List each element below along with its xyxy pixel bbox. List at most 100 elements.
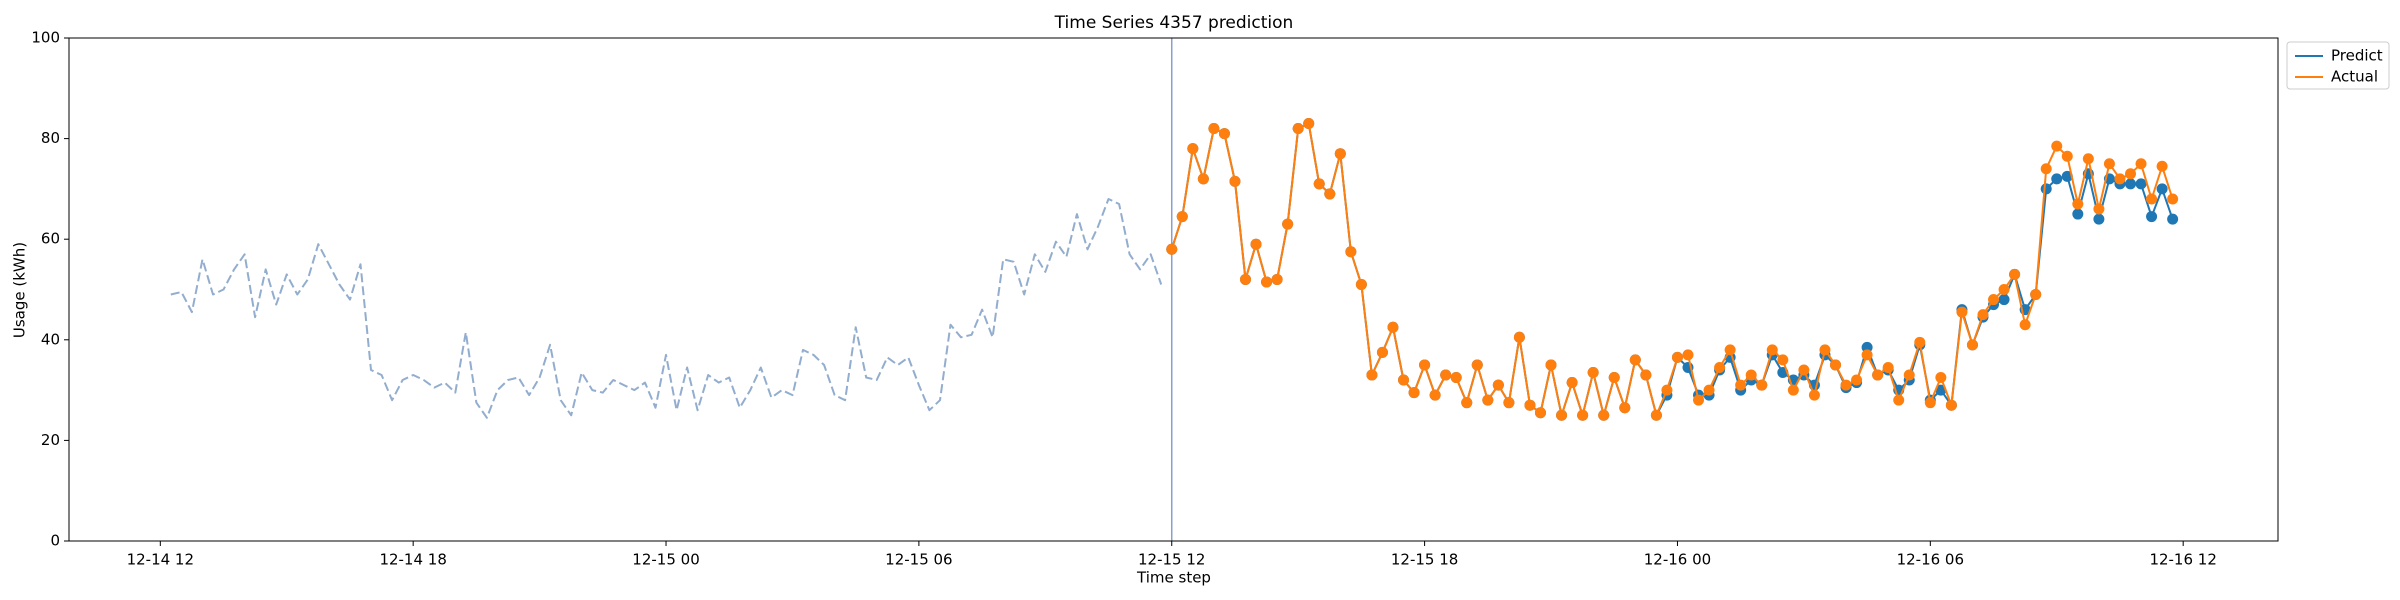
- series-marker: [1661, 384, 1673, 396]
- series-marker: [1693, 394, 1705, 406]
- series-marker: [1840, 379, 1852, 391]
- series-marker: [2040, 183, 2052, 195]
- x-tick-label: 12-14 18: [379, 551, 446, 569]
- y-tick-label: 40: [41, 330, 60, 348]
- chart-title: Time Series 4357 prediction: [1054, 13, 1294, 33]
- series-marker: [1924, 397, 1936, 409]
- series-marker: [1208, 123, 1220, 135]
- series-marker: [1492, 379, 1504, 391]
- series-marker: [1872, 369, 1884, 381]
- series-marker: [1608, 372, 1620, 384]
- series-marker: [1303, 118, 1315, 130]
- series-marker: [2124, 168, 2136, 180]
- y-tick-label: 60: [41, 230, 60, 248]
- series-marker: [1629, 354, 1641, 366]
- series-marker: [1798, 364, 1810, 376]
- series-marker: [1703, 384, 1715, 396]
- series-marker: [1745, 369, 1757, 381]
- series-marker: [1577, 409, 1589, 421]
- series-marker: [1345, 246, 1357, 258]
- series-marker: [1988, 294, 2000, 306]
- x-axis-label: Time step: [1136, 569, 1211, 587]
- series-marker: [1819, 344, 1831, 356]
- series-marker: [2103, 158, 2115, 170]
- series-marker: [1545, 359, 1557, 371]
- series-marker: [1187, 143, 1199, 155]
- series-marker: [2061, 150, 2073, 162]
- series-marker: [1450, 372, 1462, 384]
- series-marker: [1534, 407, 1546, 419]
- series-marker: [1956, 306, 1968, 318]
- series-marker: [1239, 273, 1251, 285]
- series-marker: [1229, 175, 1241, 187]
- series-marker: [1482, 394, 1494, 406]
- series-marker: [1366, 369, 1378, 381]
- series-marker: [1440, 369, 1452, 381]
- plot-frame: [68, 37, 2279, 542]
- series-marker: [2040, 163, 2052, 175]
- series-marker: [1671, 351, 1683, 363]
- x-tick-label: 12-16 00: [1644, 551, 1711, 569]
- series-marker: [1945, 399, 1957, 411]
- series-marker: [2114, 173, 2126, 185]
- series-marker: [1861, 349, 1873, 361]
- series-marker: [1650, 409, 1662, 421]
- y-axis-label: Usage (kWh): [11, 242, 29, 338]
- y-tick-label: 100: [31, 29, 60, 47]
- series-marker: [1714, 361, 1726, 373]
- series-marker: [2146, 211, 2158, 223]
- series-marker: [1777, 354, 1789, 366]
- series-marker: [2156, 160, 2168, 172]
- series-marker: [1640, 369, 1652, 381]
- legend-label: Actual: [2331, 68, 2378, 86]
- series-marker: [1324, 188, 1336, 200]
- legend: Predict Actual: [2286, 41, 2390, 90]
- series-marker: [1861, 341, 1873, 353]
- series-marker: [1387, 321, 1399, 333]
- series-marker: [1261, 276, 1273, 288]
- series-marker: [2124, 178, 2136, 190]
- series-marker: [1903, 369, 1915, 381]
- series-marker: [1808, 389, 1820, 401]
- series-marker: [1914, 336, 1926, 348]
- x-tick-label: 12-15 18: [1391, 551, 1458, 569]
- series-marker: [1429, 389, 1441, 401]
- series-marker: [1355, 278, 1367, 290]
- series-marker: [2156, 183, 2168, 195]
- series-marker: [1619, 402, 1631, 414]
- series-marker: [1271, 273, 1283, 285]
- series-marker: [1598, 409, 1610, 421]
- series-marker: [2167, 213, 2179, 225]
- y-tick-label: 0: [50, 532, 60, 550]
- series-marker: [1882, 361, 1894, 373]
- series-marker: [1566, 377, 1578, 389]
- series-marker: [2061, 170, 2073, 182]
- series-marker: [2082, 153, 2094, 165]
- x-tick-label: 12-15 06: [885, 551, 952, 569]
- series-marker: [1282, 218, 1294, 230]
- series-marker: [1682, 349, 1694, 361]
- series-marker: [1503, 397, 1515, 409]
- legend-label: Predict: [2331, 47, 2383, 65]
- series-marker: [2051, 173, 2063, 185]
- x-tick-label: 12-16 06: [1897, 551, 1964, 569]
- series-marker: [1977, 309, 1989, 321]
- series-marker: [2030, 289, 2042, 301]
- x-tick-label: 12-15 12: [1138, 551, 1205, 569]
- series-marker: [1197, 173, 1209, 185]
- series-marker: [2146, 193, 2158, 205]
- series-marker: [1166, 243, 1178, 255]
- series-marker: [1513, 331, 1525, 343]
- history-line: [170, 198, 1163, 419]
- series-marker: [1471, 359, 1483, 371]
- series-marker: [2093, 213, 2105, 225]
- series-marker: [1756, 379, 1768, 391]
- series-marker: [1524, 399, 1536, 411]
- series-marker: [1998, 284, 2010, 295]
- x-tick-label: 12-16 12: [2149, 551, 2216, 569]
- series-marker: [2051, 140, 2063, 152]
- series-marker: [2135, 158, 2147, 170]
- series-marker: [1292, 123, 1304, 135]
